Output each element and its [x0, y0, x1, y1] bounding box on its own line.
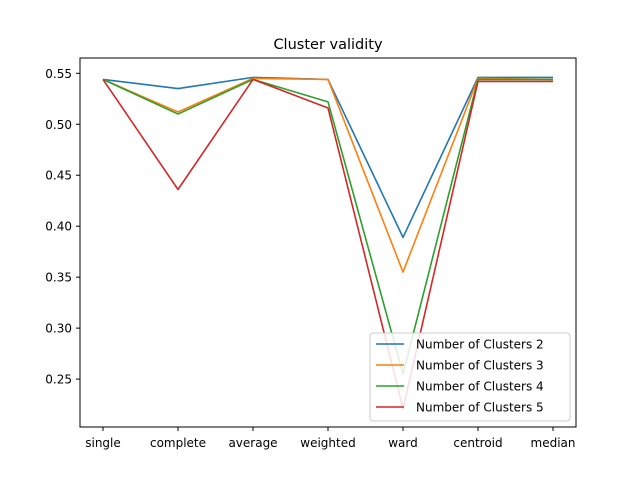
- series-line-3: [102, 78, 553, 375]
- x-tick-label: single: [85, 436, 121, 450]
- legend-label: Number of Clusters 5: [416, 401, 544, 415]
- y-tick-label: 0.35: [45, 271, 72, 285]
- y-tick-label: 0.55: [45, 67, 72, 81]
- x-axis: single complete average weighted ward centroi…: [85, 427, 575, 450]
- x-tick-label: ward: [388, 436, 418, 450]
- series-line-4: [102, 78, 553, 410]
- y-tick-label: 0.40: [45, 220, 72, 234]
- chart-title: Cluster validity: [273, 37, 383, 53]
- legend-label: Number of Clusters 3: [416, 359, 544, 373]
- y-tick-label: 0.25: [45, 373, 72, 387]
- y-tick-label: 0.45: [45, 169, 72, 183]
- y-axis: 0.25 0.30 0.35 0.40 0.45 0.50 0.55: [45, 67, 80, 387]
- legend-label: Number of Clusters 4: [416, 380, 544, 394]
- x-tick-label: weighted: [300, 436, 355, 450]
- legend: Number of Clusters 2 Number of Clusters 3…: [369, 332, 571, 422]
- y-tick-label: 0.30: [45, 322, 72, 336]
- legend-box: [369, 332, 571, 422]
- x-tick-label: centroid: [453, 436, 502, 450]
- y-tick-label: 0.50: [45, 118, 72, 132]
- legend-label: Number of Clusters 2: [416, 338, 544, 352]
- series-line-2: [102, 77, 554, 273]
- x-tick-label: average: [228, 436, 277, 450]
- x-tick-label: complete: [150, 436, 206, 450]
- x-tick-label: median: [531, 436, 576, 450]
- series-layer: [102, 76, 554, 410]
